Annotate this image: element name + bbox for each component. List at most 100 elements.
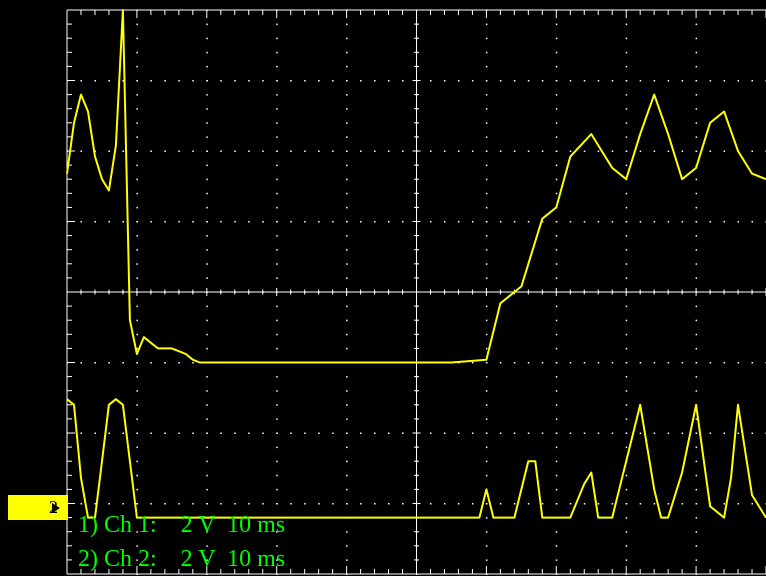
graticule-dot [136, 432, 138, 434]
graticule-dot [248, 432, 250, 434]
graticule-dot [276, 235, 278, 237]
graticule-dot [304, 432, 306, 434]
graticule-dot [122, 362, 124, 364]
graticule-dot [695, 446, 698, 449]
graticule-dot [597, 362, 600, 364]
graticule-dot [695, 65, 698, 68]
graticule-dot [220, 503, 222, 505]
graticule-dot [625, 404, 628, 406]
graticule-dot [681, 503, 684, 505]
graticule-dot [569, 432, 572, 434]
graticule-dot [136, 23, 138, 26]
graticule-dot [639, 221, 642, 223]
graticule-dot [499, 432, 502, 434]
graticule-dot [485, 206, 488, 209]
graticule-dot [346, 333, 348, 336]
graticule-dot [597, 150, 600, 152]
graticule-dot [695, 460, 698, 463]
graticule-dot [555, 235, 558, 237]
graticule-dot [332, 150, 334, 152]
graticule-dot [360, 221, 362, 223]
graticule-dot [485, 517, 488, 519]
graticule-dot [555, 503, 558, 505]
graticule-dot [625, 206, 628, 209]
graticule-dot [402, 221, 404, 223]
graticule-dot [206, 263, 208, 265]
graticule-dot [318, 221, 320, 223]
graticule-dot [625, 503, 628, 505]
graticule-dot [346, 319, 348, 322]
graticule-dot [150, 221, 152, 223]
graticule-dot [136, 559, 138, 561]
graticule-dot [136, 376, 138, 378]
graticule-dot [513, 362, 516, 364]
graticule-dot [276, 178, 278, 181]
graticule-dot [485, 23, 488, 26]
graticule-dot [136, 319, 138, 322]
graticule-dot [206, 136, 208, 138]
graticule-dot [667, 362, 670, 364]
graticule-dot [695, 150, 698, 152]
graticule-dot [346, 164, 348, 167]
graticule-dot [471, 150, 474, 152]
graticule-dot [374, 432, 376, 434]
graticule-dot [625, 108, 628, 110]
graticule-dot [206, 122, 208, 124]
graticule-dot [346, 376, 348, 378]
graticule-dot [625, 531, 628, 533]
graticule-dot [555, 65, 558, 68]
graticule-dot [276, 108, 278, 110]
graticule-dot [695, 108, 698, 110]
graticule-dot [206, 559, 208, 561]
graticule-dot [625, 235, 628, 237]
graticule-dot [108, 80, 110, 82]
graticule-dot [136, 65, 138, 68]
graticule-dot [164, 150, 166, 152]
graticule-dot [136, 488, 138, 491]
graticule-dot [136, 94, 138, 96]
graticule-dot [555, 305, 558, 308]
graticule-dot [485, 164, 488, 167]
graticule-dot [653, 150, 656, 152]
graticule-dot [751, 362, 754, 364]
graticule-dot [346, 51, 348, 54]
graticule-dot [723, 221, 726, 223]
graticule-dot [625, 122, 628, 124]
waveform-traces [66, 9, 766, 519]
graticule-dot [234, 432, 236, 434]
graticule-dot [541, 150, 544, 152]
graticule-dot [178, 503, 180, 505]
graticule-dot [485, 503, 488, 505]
graticule-dot [360, 80, 362, 82]
graticule-dot [346, 277, 348, 279]
graticule-dot [206, 474, 208, 477]
graticule-dot [80, 80, 82, 82]
graticule-dot [136, 136, 138, 138]
graticule-dot [555, 319, 558, 322]
graticule-dot [611, 432, 614, 434]
graticule-dot [611, 80, 614, 82]
graticule-dot [234, 503, 236, 505]
graticule-dot [555, 446, 558, 449]
graticule-dot [206, 545, 208, 547]
graticule-dot [136, 80, 138, 82]
graticule-dot [625, 23, 628, 26]
graticule-dot [192, 432, 194, 434]
graticule-dot [346, 390, 348, 392]
graticule-dot [723, 362, 726, 364]
graticule-dot [751, 221, 754, 223]
graticule-dot [318, 80, 320, 82]
graticule-dot [569, 150, 572, 152]
graticule-dot [513, 80, 516, 82]
graticule-dot [625, 488, 628, 491]
graticule [66, 9, 766, 575]
graticule-dot [639, 150, 642, 152]
graticule-dot [513, 503, 516, 505]
graticule-dot [583, 80, 586, 82]
graticule-dot [206, 573, 208, 575]
graticule-dot [192, 362, 194, 364]
graticule-dot [625, 164, 628, 167]
graticule-dot [611, 362, 614, 364]
graticule-dot [485, 333, 488, 336]
graticule-dot [248, 80, 250, 82]
